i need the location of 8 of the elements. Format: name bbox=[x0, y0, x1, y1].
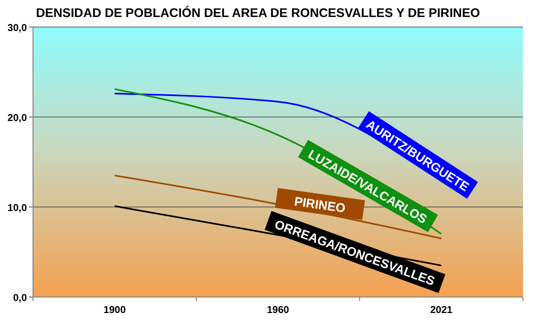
y-tick-label: 10,0 bbox=[8, 203, 28, 214]
x-tick-label: 2021 bbox=[430, 305, 453, 316]
chart-title: DENSIDAD DE POBLACIÓN DEL AREA DE RONCESVALLES Y DE PIRINEO bbox=[36, 5, 480, 20]
y-tick-label: 20,0 bbox=[8, 113, 28, 124]
x-tick-label: 1960 bbox=[266, 305, 290, 316]
y-tick-label: 30,0 bbox=[8, 23, 28, 34]
y-tick-label: 0,0 bbox=[13, 293, 28, 304]
x-tick-label: 1900 bbox=[104, 305, 126, 316]
